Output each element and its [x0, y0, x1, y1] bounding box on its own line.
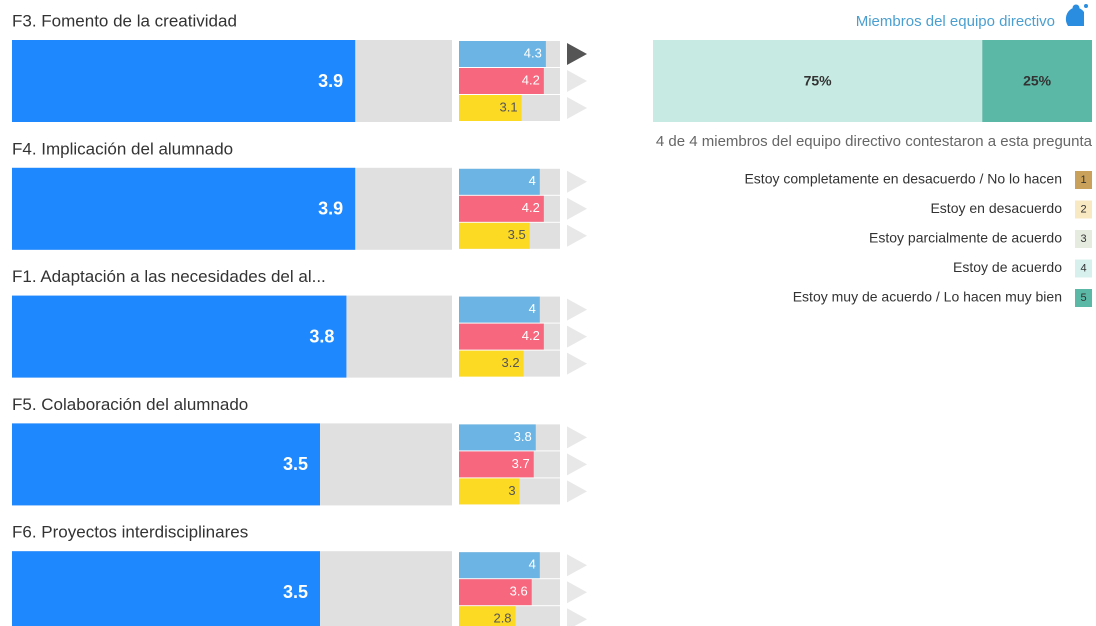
selector-arrow — [567, 224, 587, 247]
row-title: F4. Implicación del alumnado — [12, 139, 233, 158]
score-label: 3.2 — [502, 355, 520, 370]
bar-label: 3.5 — [283, 454, 308, 474]
bar — [12, 551, 320, 626]
selector-arrow — [567, 608, 587, 626]
legend-label: Estoy muy de acuerdo / Lo hacen muy bien — [793, 289, 1062, 305]
selector-arrow — [567, 43, 587, 65]
legend-swatch — [1075, 259, 1092, 278]
score-bar — [459, 606, 516, 626]
score-label: 3.5 — [508, 227, 526, 242]
legend-num: 4 — [1080, 262, 1086, 274]
panel-title: Miembros del equipo directivo — [856, 13, 1055, 30]
selector-arrow — [567, 170, 587, 193]
score-bar — [459, 195, 544, 222]
score-bar — [459, 424, 536, 451]
panel-note: 4 de 4 miembros del equipo directivo con… — [656, 133, 1093, 150]
bar-label: 3.9 — [318, 199, 343, 219]
selector-arrow — [567, 581, 587, 604]
selector-arrow — [567, 70, 587, 92]
segment-label: 75% — [804, 73, 833, 89]
people-icon — [1065, 4, 1088, 27]
selector-arrow — [567, 197, 587, 220]
selector-arrow — [567, 325, 587, 348]
row-title: F5. Colaboración del alumnado — [12, 395, 248, 414]
score-label: 4.3 — [524, 45, 542, 60]
legend-num: 3 — [1080, 233, 1086, 245]
bar — [12, 423, 320, 506]
legend-label: Estoy parcialmente de acuerdo — [869, 230, 1062, 246]
segment-label: 25% — [1023, 73, 1052, 89]
score-label: 4 — [529, 173, 536, 188]
score-label: 4.2 — [522, 72, 540, 87]
score-label: 4.2 — [522, 328, 540, 343]
legend-label: Estoy de acuerdo — [953, 259, 1062, 275]
legend-label: Estoy completamente en desacuerdo / No l… — [744, 171, 1062, 187]
score-bar — [459, 552, 540, 579]
score-bar — [459, 451, 534, 478]
score-bar — [459, 41, 546, 67]
legend-label: Estoy en desacuerdo — [930, 200, 1062, 216]
segment — [653, 40, 983, 122]
legend-swatch — [1075, 230, 1092, 248]
score-bar — [459, 579, 532, 606]
selector-arrow — [567, 426, 587, 449]
row-title: F6. Proyectos interdisciplinares — [12, 523, 248, 542]
row-title: F1. Adaptación a las necesidades del al.… — [12, 267, 326, 286]
score-bar — [459, 323, 544, 350]
bar-label: 3.8 — [309, 326, 334, 346]
legend-num: 1 — [1080, 174, 1086, 186]
legend-swatch — [1075, 171, 1092, 189]
row-title: F3. Fomento de la creatividad — [12, 11, 237, 30]
score-bar — [459, 296, 540, 323]
selector-arrow — [567, 453, 587, 476]
score-label: 2.8 — [493, 611, 511, 626]
legend-num: 5 — [1080, 292, 1086, 304]
score-bar — [459, 222, 530, 249]
legend-swatch — [1075, 200, 1092, 219]
score-label: 3.1 — [500, 99, 518, 114]
selector-arrow — [567, 352, 587, 375]
legend-num: 2 — [1080, 203, 1086, 215]
selector-arrow — [567, 480, 587, 503]
score-bar — [459, 478, 520, 505]
score-label: 4 — [529, 301, 536, 316]
legend-swatch — [1075, 289, 1092, 307]
score-label: 4.2 — [522, 200, 540, 215]
selector-arrow — [567, 298, 587, 321]
bar — [12, 40, 356, 122]
score-label: 4 — [529, 557, 536, 572]
score-label: 3.8 — [514, 429, 532, 444]
score-label: 3 — [508, 483, 515, 498]
score-bar — [459, 168, 540, 195]
selector-arrow — [567, 97, 587, 119]
segment — [982, 40, 1092, 122]
bar-label: 3.9 — [318, 71, 343, 91]
bar — [12, 167, 356, 250]
selector-arrow — [567, 554, 587, 577]
score-bar — [459, 68, 544, 94]
score-bar — [459, 350, 524, 377]
bar-label: 3.5 — [283, 582, 308, 602]
score-label: 3.6 — [510, 584, 528, 599]
bar — [12, 295, 347, 378]
score-bar — [459, 95, 522, 121]
score-label: 3.7 — [512, 456, 530, 471]
